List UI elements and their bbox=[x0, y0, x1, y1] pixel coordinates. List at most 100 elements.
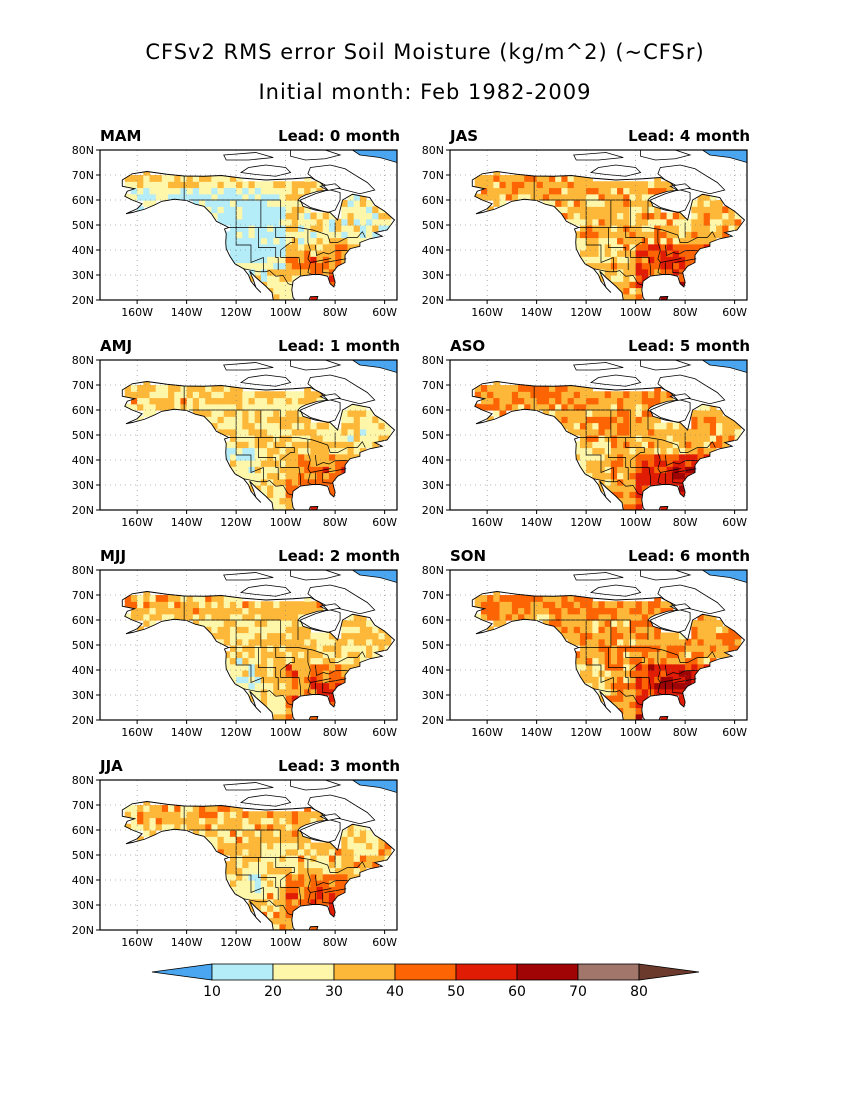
lon-tick-label: 120W bbox=[220, 726, 252, 739]
panel-season-label: JAS bbox=[450, 127, 478, 145]
lat-tick-label: 70N bbox=[422, 379, 444, 392]
lat-tick-label: 50N bbox=[72, 219, 94, 232]
panel-lead-label: Lead: 5 month bbox=[628, 337, 750, 355]
panel-lead-label: Lead: 6 month bbox=[628, 547, 750, 565]
greenland-corner bbox=[351, 150, 397, 163]
coastline bbox=[121, 171, 396, 300]
lon-tick-label: 140W bbox=[521, 726, 553, 739]
arctic-island bbox=[290, 360, 342, 371]
map-panel-son: 80N 70N 60N 50N 40N 30N 20N 160W 140W 120W 100W 80W… bbox=[405, 547, 750, 742]
colorbar-swatch bbox=[333, 963, 396, 981]
lon-tick-label: 60W bbox=[722, 516, 747, 529]
lat-tick-label: 50N bbox=[422, 639, 444, 652]
lon-tick-label: 120W bbox=[570, 306, 602, 319]
lat-tick-label: 20N bbox=[422, 504, 444, 517]
arctic-island bbox=[640, 150, 692, 161]
lat-tick-label: 40N bbox=[72, 664, 94, 677]
coastline bbox=[471, 591, 746, 720]
panel-season-label: MAM bbox=[100, 127, 142, 145]
arctic-island bbox=[223, 362, 274, 371]
lat-tick-label: 60N bbox=[72, 404, 94, 417]
political-borders bbox=[183, 596, 366, 706]
lat-tick-label: 60N bbox=[422, 194, 444, 207]
colorbar-label: 30 bbox=[325, 984, 343, 1000]
lon-tick-label: 160W bbox=[471, 516, 503, 529]
arctic-island bbox=[239, 794, 292, 807]
arctic-island bbox=[290, 780, 342, 791]
map-panel-mjj: 80N 70N 60N 50N 40N 30N 20N 160W 140W 120W 100W 80W… bbox=[55, 547, 400, 742]
lon-tick-label: 80W bbox=[673, 306, 698, 319]
lon-tick-label: 60W bbox=[722, 306, 747, 319]
greenland-corner bbox=[351, 780, 397, 793]
lon-tick-label: 120W bbox=[220, 306, 252, 319]
lat-tick-label: 70N bbox=[422, 589, 444, 602]
lat-tick-label: 30N bbox=[72, 899, 94, 912]
lat-tick-label: 80N bbox=[422, 564, 444, 577]
lat-tick-label: 30N bbox=[72, 689, 94, 702]
lat-tick-label: 70N bbox=[72, 799, 94, 812]
panel-lead-label: Lead: 0 month bbox=[278, 127, 400, 145]
lat-tick-label: 20N bbox=[422, 714, 444, 727]
lat-tick-label: 40N bbox=[72, 454, 94, 467]
lon-tick-label: 160W bbox=[471, 726, 503, 739]
map-panel-mam: 80N 70N 60N 50N 40N 30N 20N 160W 140W 120W 100W 80W… bbox=[55, 127, 400, 322]
coastline bbox=[121, 801, 396, 930]
colorbar-swatch bbox=[272, 963, 335, 981]
arctic-island bbox=[223, 152, 274, 161]
lat-tick-label: 50N bbox=[72, 849, 94, 862]
lon-tick-label: 80W bbox=[673, 726, 698, 739]
lon-tick-label: 80W bbox=[323, 516, 348, 529]
panel-season-label: MJJ bbox=[100, 547, 127, 565]
lon-tick-label: 60W bbox=[372, 726, 397, 739]
lat-tick-label: 50N bbox=[422, 429, 444, 442]
lon-tick-label: 140W bbox=[521, 306, 553, 319]
coastline bbox=[471, 381, 746, 510]
lat-tick-label: 80N bbox=[422, 144, 444, 157]
lon-tick-label: 80W bbox=[673, 516, 698, 529]
lon-tick-label: 140W bbox=[171, 306, 203, 319]
panel-season-label: AMJ bbox=[100, 337, 133, 355]
graticule bbox=[450, 150, 747, 300]
lat-tick-label: 20N bbox=[72, 294, 94, 307]
graticule bbox=[100, 780, 397, 930]
lat-tick-label: 60N bbox=[422, 404, 444, 417]
colorbar: 10 20 30 40 50 60 70 80 bbox=[151, 963, 700, 1000]
lat-tick-label: 50N bbox=[422, 219, 444, 232]
colorbar-label: 80 bbox=[630, 984, 648, 1000]
lon-tick-label: 80W bbox=[323, 306, 348, 319]
arctic-island bbox=[223, 572, 274, 581]
lon-tick-label: 120W bbox=[570, 726, 602, 739]
lat-tick-label: 80N bbox=[72, 354, 94, 367]
lat-tick-label: 20N bbox=[72, 714, 94, 727]
lon-tick-label: 140W bbox=[171, 936, 203, 949]
panel-lead-label: Lead: 4 month bbox=[628, 127, 750, 145]
map-plot: 80N 70N 60N 50N 40N 30N 20N 160W 140W 120W 100W 80W… bbox=[72, 354, 398, 529]
lon-tick-label: 140W bbox=[171, 516, 203, 529]
map-panel-aso: 80N 70N 60N 50N 40N 30N 20N 160W 140W 120W 100W 80W… bbox=[405, 337, 750, 532]
lon-tick-label: 80W bbox=[323, 936, 348, 949]
lon-tick-label: 60W bbox=[722, 726, 747, 739]
lon-tick-label: 160W bbox=[121, 516, 153, 529]
panel-season-label: SON bbox=[450, 547, 487, 565]
colorbar-label: 10 bbox=[203, 984, 221, 1000]
lon-tick-label: 120W bbox=[220, 516, 252, 529]
colorbar-label: 60 bbox=[508, 984, 526, 1000]
arctic-island bbox=[573, 362, 624, 371]
coastline bbox=[471, 171, 746, 300]
lat-tick-label: 40N bbox=[72, 244, 94, 257]
colorbar-label: 40 bbox=[386, 984, 404, 1000]
lat-tick-label: 50N bbox=[72, 639, 94, 652]
map-plot: 80N 70N 60N 50N 40N 30N 20N 160W 140W 120W 100W 80W… bbox=[422, 354, 748, 529]
panel-lead-label: Lead: 3 month bbox=[278, 757, 400, 775]
lon-tick-label: 120W bbox=[570, 516, 602, 529]
political-borders bbox=[533, 596, 716, 706]
colorbar-swatch bbox=[211, 963, 274, 981]
map-plot: 80N 70N 60N 50N 40N 30N 20N 160W 140W 120W 100W 80W… bbox=[422, 144, 748, 319]
panel-season-label: JJA bbox=[100, 757, 123, 775]
colorbar-label: 20 bbox=[264, 984, 282, 1000]
lat-tick-label: 30N bbox=[72, 479, 94, 492]
arctic-island bbox=[223, 782, 274, 791]
greenland-corner bbox=[701, 360, 747, 373]
lat-tick-label: 60N bbox=[72, 824, 94, 837]
arctic-island bbox=[239, 584, 292, 597]
